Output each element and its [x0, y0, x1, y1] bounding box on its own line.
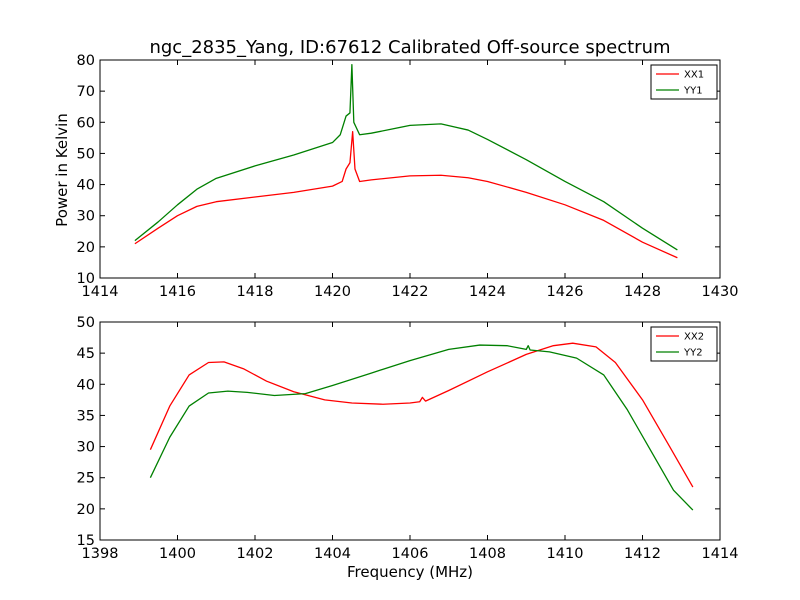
y-axis-label-top: Power in Kelvin	[53, 113, 71, 227]
y-tick-label: 45	[77, 346, 95, 362]
series-line-yy1	[134, 64, 678, 251]
series-line-xx2	[149, 342, 694, 488]
x-tick-label: 1422	[392, 284, 429, 300]
y-tick-label: 40	[77, 377, 95, 393]
y-tick-label: 30	[77, 440, 95, 456]
y-tick-label: 15	[77, 533, 95, 549]
y-tick-label: 20	[77, 240, 95, 256]
x-tick-label: 1430	[702, 284, 739, 300]
legend-box	[650, 326, 718, 362]
x-tick-label: 1414	[702, 546, 739, 562]
x-tick-label: 1402	[237, 546, 274, 562]
x-tick-label: 1416	[159, 284, 196, 300]
y-tick-label: 35	[77, 408, 95, 424]
legend-label-yy1: YY1	[683, 86, 703, 97]
y-tick-label: 10	[77, 271, 95, 287]
y-tick-label: 25	[77, 471, 95, 487]
x-tick-label: 1414	[82, 284, 119, 300]
x-tick-label: 1404	[314, 546, 351, 562]
y-tick-label: 70	[77, 84, 95, 100]
legend-label-yy2: YY2	[683, 348, 703, 359]
y-tick-label: 20	[77, 502, 95, 518]
x-tick-label: 1418	[237, 284, 274, 300]
y-tick-label: 30	[77, 209, 95, 225]
x-tick-label: 1406	[392, 546, 429, 562]
x-tick-label: 1412	[624, 546, 661, 562]
top-panel: 1414 1416 1418 1420 1422 1424 1426 1428 1430 10 20…	[77, 53, 739, 300]
y-tick-label: 50	[77, 315, 95, 331]
legend-box	[650, 64, 718, 100]
bottom-panel: 1398 1400 1402 1404 1406 1408 1410 1412 1414 15 20…	[77, 315, 739, 562]
y-tick-label: 80	[77, 53, 95, 69]
x-axis-label-bottom: Frequency (MHz)	[347, 563, 473, 581]
x-tick-label: 1428	[624, 284, 661, 300]
x-tick-label: 1426	[547, 284, 584, 300]
y-tick-label: 60	[77, 115, 95, 131]
chart-title: ngc_2835_Yang, ID:67612 Calibrated Off-s…	[149, 37, 670, 58]
x-tick-label: 1424	[469, 284, 506, 300]
x-tick-label: 1420	[314, 284, 351, 300]
x-tick-label: 1400	[159, 546, 196, 562]
y-tick-label: 40	[77, 178, 95, 194]
legend-label-xx2: XX2	[684, 332, 704, 343]
x-tick-label: 1398	[82, 546, 119, 562]
x-tick-label: 1410	[547, 546, 584, 562]
x-tick-label: 1408	[469, 546, 506, 562]
y-tick-label: 50	[77, 146, 95, 162]
series-line-xx1	[134, 130, 678, 259]
series-line-yy2	[149, 344, 694, 511]
legend-label-xx1: XX1	[684, 70, 704, 81]
